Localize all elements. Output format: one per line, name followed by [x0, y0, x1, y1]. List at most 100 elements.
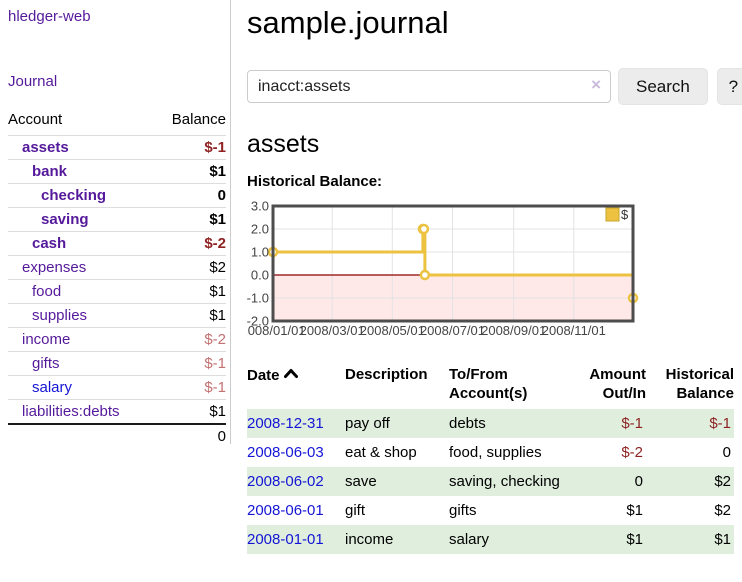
transaction-historical-balance: 0	[722, 444, 731, 461]
transaction-accounts: gifts	[449, 502, 477, 519]
account-balance: $1	[154, 303, 226, 328]
y-tick-label: 0.0	[251, 268, 269, 283]
transaction-description: save	[345, 467, 449, 496]
transaction-accounts: saving, checking	[449, 467, 571, 496]
search-form: × Search ?	[247, 68, 742, 105]
transaction-date-link[interactable]: 2008-06-02	[247, 473, 324, 490]
transaction-historical-balance: $2	[646, 467, 734, 496]
transaction-date-link[interactable]: 2008-01-01	[247, 531, 324, 548]
transaction-amount: $1	[626, 502, 643, 519]
account-row: bank $1	[8, 159, 226, 184]
register-row: 2008-06-02 save saving, checking 0 $2	[247, 467, 734, 496]
transaction-description: eat & shop	[345, 444, 417, 461]
y-tick-label: 2.0	[251, 222, 269, 237]
x-tick-label: 2008/07/01	[420, 323, 485, 338]
transaction-historical-balance: $1	[646, 525, 734, 554]
transaction-description: income	[345, 525, 449, 554]
account-row: assets $-1	[8, 135, 226, 160]
legend-label: $	[621, 207, 629, 222]
account-link-supplies[interactable]: supplies	[32, 307, 88, 324]
register-row: 2008-06-01 gift gifts $1 $2	[247, 496, 734, 525]
account-row: checking 0	[8, 183, 226, 208]
register-header-historical: Historical Balance	[665, 366, 734, 402]
account-tree-header-row: Account Balance	[8, 106, 226, 136]
brand-link[interactable]: hledger-web	[8, 8, 91, 25]
account-balance: $-2	[154, 231, 226, 256]
account-link-income[interactable]: income	[22, 331, 71, 348]
app: hledger-web Journal Account Balance asse…	[8, 0, 742, 554]
y-tick-label: -1.0	[247, 291, 269, 306]
transaction-accounts: debts	[449, 409, 571, 438]
register-table: Date Description To/From Account(s) Amou…	[247, 362, 734, 554]
search-button[interactable]: Search	[618, 68, 708, 105]
sidebar-item-journal[interactable]: Journal	[8, 73, 58, 90]
chart-border	[271, 204, 635, 323]
y-tick-label: 1.0	[251, 245, 269, 260]
account-page-title: assets	[247, 130, 320, 158]
account-row: expenses $2	[8, 255, 226, 280]
x-tick-label: 2008/03/01	[300, 323, 365, 338]
account-link-food[interactable]: food	[32, 283, 62, 300]
account-link-expenses[interactable]: expenses	[22, 259, 87, 276]
historical-balance-chart: 3.0 2.0 1.0 0.0 -1.0 -2.02008/01/012008/03/01…	[240, 199, 742, 346]
account-tree-table: Account Balance assets $-1 bank $1 check…	[8, 106, 226, 448]
transaction-historical-balance: $2	[714, 502, 731, 519]
help-button[interactable]: ?	[716, 68, 742, 105]
legend-swatch	[605, 207, 620, 222]
account-row: salary $-1	[8, 375, 226, 400]
transaction-amount: $1	[571, 525, 646, 554]
account-link-liabilities-debts[interactable]: liabilities:debts	[22, 403, 120, 420]
account-row: supplies $1	[8, 303, 226, 328]
transaction-amount: $-2	[621, 444, 643, 461]
account-row: cash $-2	[8, 231, 226, 256]
account-link-checking[interactable]: checking	[41, 187, 107, 204]
account-link-gifts[interactable]: gifts	[32, 355, 60, 372]
register-header-description: Description	[345, 366, 428, 383]
account-row: saving $1	[8, 207, 226, 232]
accounts-header-balance: Balance	[171, 111, 226, 128]
register-header-row: Date Description To/From Account(s) Amou…	[247, 362, 734, 409]
x-tick-label: 2008/09/01	[481, 323, 546, 338]
transaction-date-link[interactable]: 2008-12-31	[247, 415, 324, 432]
search-input[interactable]	[247, 70, 611, 103]
main-content: sample.journal × Search ? assets Histori…	[231, 0, 742, 554]
sort-ascending-icon	[283, 365, 298, 384]
transaction-date-link[interactable]: 2008-06-03	[247, 444, 324, 461]
account-balance: $-1	[154, 351, 226, 376]
account-row: liabilities:debts $1	[8, 399, 226, 424]
clear-search-icon[interactable]: ×	[591, 75, 601, 94]
x-tick-label: 2008/11/01	[542, 323, 606, 338]
transaction-accounts: food, supplies	[449, 444, 542, 461]
register-header-date-label: Date	[247, 367, 280, 384]
account-balance: $2	[154, 255, 226, 280]
account-balance: $-1	[154, 135, 226, 160]
transaction-description: gift	[345, 502, 366, 519]
account-row: gifts $-1	[8, 351, 226, 376]
account-row: income $-2	[8, 327, 226, 352]
register-row: 2008-06-03 eat & shop food, supplies $-2…	[247, 438, 734, 467]
page-title: sample.journal	[247, 5, 449, 40]
account-balance: $1	[154, 399, 226, 424]
transaction-amount: $-1	[571, 409, 646, 438]
account-balance: $-1	[154, 375, 226, 400]
account-link-cash[interactable]: cash	[32, 235, 67, 252]
register-row: 2008-12-31 pay off debts $-1 $-1	[247, 409, 734, 438]
account-total-row: 0	[8, 423, 226, 448]
transaction-description: pay off	[345, 409, 449, 438]
y-tick-label: -2.0	[247, 314, 269, 329]
y-tick-label: 3.0	[251, 199, 269, 214]
transaction-accounts: salary	[449, 525, 571, 554]
x-tick-label: 2008/05/01	[360, 323, 425, 338]
account-balance: $-2	[154, 327, 226, 352]
account-link-assets[interactable]: assets	[22, 139, 69, 156]
chart-canvas: 3.0 2.0 1.0 0.0 -1.0 -2.02008/01/012008/03/01…	[240, 199, 639, 338]
transaction-date-link[interactable]: 2008-06-01	[247, 502, 324, 519]
account-balance: $1	[154, 159, 226, 184]
account-link-salary[interactable]: salary	[32, 379, 73, 396]
register-header-tofrom: To/From Account(s)	[449, 366, 528, 402]
register-row: 2008-01-01 income salary $1 $1	[247, 525, 734, 554]
account-link-saving[interactable]: saving	[41, 211, 89, 228]
account-balance: 0	[154, 183, 226, 208]
account-link-bank[interactable]: bank	[32, 163, 68, 180]
register-header-date[interactable]: Date	[247, 362, 345, 409]
